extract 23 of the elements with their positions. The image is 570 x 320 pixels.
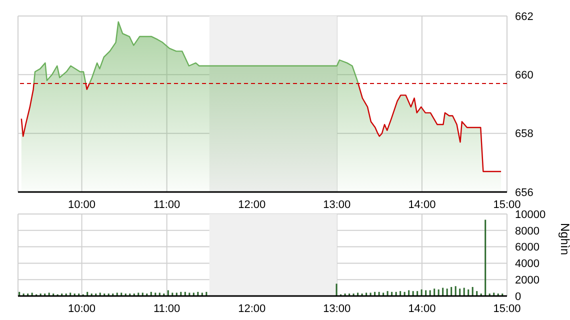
y-tick-label: 10000	[515, 208, 546, 221]
x-tick-label: 14:00	[408, 302, 436, 315]
y-tick-label: 8000	[515, 225, 540, 238]
x-tick-label: 12:00	[238, 302, 266, 315]
x-tick-label: 11:00	[153, 198, 180, 211]
x-tick-label: 15:00	[493, 302, 521, 315]
x-tick-label: 13:00	[323, 302, 351, 315]
x-tick-label: 11:00	[153, 302, 180, 315]
y-tick-label: 4000	[515, 258, 540, 270]
y-tick-label: 2000	[515, 274, 540, 287]
x-tick-label: 10:00	[68, 198, 96, 211]
y-tick-label: 6000	[515, 242, 540, 254]
y-tick-label: 658	[515, 128, 534, 140]
y-axis-title: Nghìn	[558, 222, 570, 255]
x-tick-label: 13:00	[323, 198, 351, 211]
y-tick-label: 656	[515, 186, 534, 199]
y-tick-label: 662	[515, 10, 534, 23]
x-tick-label: 10:00	[68, 302, 96, 315]
x-tick-label: 12:00	[238, 198, 266, 211]
x-tick-label: 14:00	[408, 198, 436, 211]
y-tick-label: 0	[515, 290, 522, 303]
y-tick-label: 660	[515, 70, 534, 82]
x-tick-label: 15:00	[493, 198, 521, 211]
